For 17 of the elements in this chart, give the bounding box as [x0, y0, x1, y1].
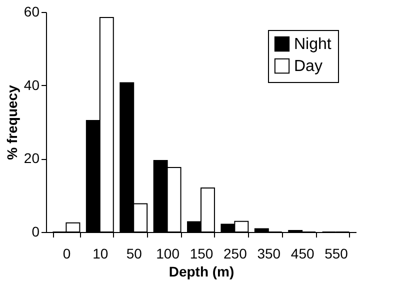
y-tick-label: 20: [24, 150, 40, 166]
x-tick-label: 100: [156, 246, 180, 262]
y-tick-label: 0: [32, 224, 40, 240]
x-axis-title: Depth (m): [168, 264, 234, 280]
y-tick-label: 60: [24, 4, 40, 20]
y-tick-label: 40: [24, 76, 40, 93]
x-tick-label: 450: [290, 246, 314, 262]
x-tick-label: 150: [190, 246, 214, 262]
x-tick-label: 0: [62, 246, 71, 262]
x-tick-label: 10: [92, 246, 108, 262]
y-axis-title: % frequecy: [4, 84, 20, 160]
legend-label: Night: [294, 36, 332, 53]
x-tick-label: 250: [224, 246, 248, 262]
legend-label: Day: [294, 58, 322, 75]
x-tick-label: 550: [324, 246, 348, 262]
x-tick-label: 350: [257, 246, 281, 262]
x-tick-label: 50: [126, 246, 142, 262]
